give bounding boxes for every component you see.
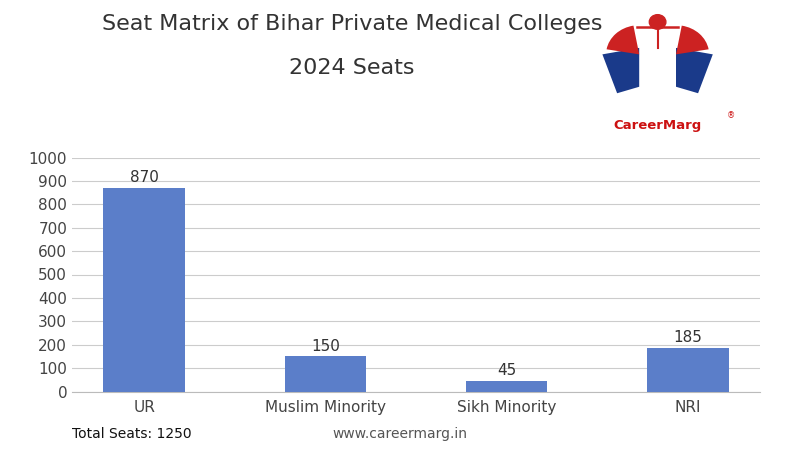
Wedge shape (606, 26, 639, 54)
Text: 185: 185 (674, 330, 702, 346)
Text: Total Seats: 1250: Total Seats: 1250 (72, 427, 192, 441)
Text: 870: 870 (130, 170, 158, 185)
Bar (647, 348, 729, 392)
Text: www.careermarg.in: www.careermarg.in (333, 427, 467, 441)
PathPatch shape (602, 48, 639, 93)
Text: 45: 45 (497, 363, 516, 378)
Text: CareerMarg: CareerMarg (614, 119, 702, 132)
Wedge shape (676, 26, 709, 54)
Text: Seat Matrix of Bihar Private Medical Colleges: Seat Matrix of Bihar Private Medical Col… (102, 14, 602, 33)
Bar (285, 356, 366, 392)
Text: 2024 Seats: 2024 Seats (290, 58, 414, 78)
PathPatch shape (676, 48, 713, 93)
Text: ®: ® (727, 112, 735, 121)
Bar (466, 381, 547, 392)
Bar (103, 188, 185, 392)
Circle shape (650, 15, 666, 29)
Text: 150: 150 (311, 338, 340, 354)
